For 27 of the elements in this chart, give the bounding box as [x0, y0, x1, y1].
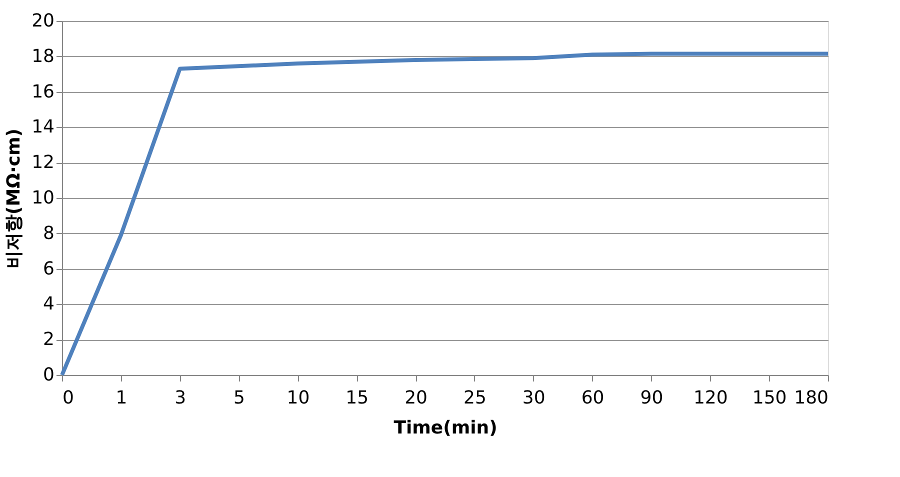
x-tick-label: 0 — [62, 388, 74, 408]
x-tick-label: 1 — [116, 388, 128, 408]
x-tick-label: 60 — [581, 388, 604, 408]
y-tick-label: 4 — [43, 294, 54, 315]
y-tick-label: 8 — [43, 222, 54, 244]
x-tick-label: 150 — [752, 388, 787, 408]
y-tick-label: 12 — [32, 152, 54, 174]
x-tick-label: 10 — [286, 388, 310, 408]
x-tick-label: 5 — [234, 388, 245, 408]
y-tick-label: 20 — [32, 10, 54, 32]
x-tick-label: 3 — [174, 388, 186, 408]
x-tick-label: 25 — [464, 388, 486, 408]
y-tick-label: 6 — [43, 258, 54, 280]
x-tick-label: 30 — [522, 388, 546, 408]
y-tick-label: 10 — [32, 188, 54, 208]
y-axis-title: 비저항(MΩ·cm) — [4, 128, 25, 268]
y-tick-label: 14 — [32, 116, 54, 138]
y-tick-label: 2 — [43, 329, 54, 350]
x-tick-label: 20 — [404, 388, 428, 408]
y-tick-label: 16 — [32, 81, 54, 102]
x-tick-label: 120 — [693, 388, 728, 408]
x-tick-label: 90 — [640, 388, 664, 408]
y-tick-label: 18 — [32, 46, 54, 67]
x-tick-label: 15 — [346, 388, 369, 408]
x-tick-label: 180 — [794, 388, 828, 408]
x-axis-title: Time(min) — [394, 418, 498, 438]
y-tick-label: 0 — [43, 364, 54, 386]
